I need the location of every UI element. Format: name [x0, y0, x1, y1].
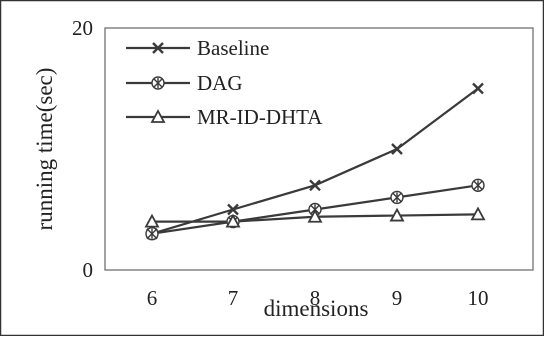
- x-tick-label: 10: [468, 286, 489, 310]
- x-tick-label: 7: [228, 286, 239, 310]
- legend-label: DAG: [197, 71, 243, 95]
- y-tick-label: 0: [83, 258, 94, 282]
- plot-area: [104, 27, 534, 271]
- point-0-4: [472, 82, 484, 95]
- x-tick-label: 8: [310, 286, 321, 310]
- legend-entry: MR-ID-DHTA: [126, 105, 323, 129]
- y-tick-label: 20: [72, 16, 93, 40]
- point-0-2: [309, 179, 321, 192]
- legend: Baseline DAG MR-ID-DHTA: [126, 36, 323, 129]
- point-1-0: [145, 226, 159, 241]
- legend-label: MR-ID-DHTA: [197, 105, 323, 129]
- y-axis-title: running time(sec): [32, 68, 57, 231]
- point-1-3: [390, 190, 404, 205]
- point-2-2: [307, 208, 323, 223]
- x-axis-title: dimensions: [264, 296, 369, 321]
- point-0-3: [391, 143, 403, 155]
- legend-marker: [150, 109, 166, 123]
- legend-entry: DAG: [126, 71, 243, 95]
- x-tick-label: 6: [147, 286, 158, 310]
- point-0-1: [227, 203, 239, 216]
- point-2-3: [389, 207, 405, 222]
- point-2-4: [470, 206, 486, 221]
- point-2-1: [225, 213, 241, 228]
- legend-label: Baseline: [197, 36, 269, 60]
- axis-ticks: 6 7 8 9 10 0 20: [72, 16, 489, 310]
- series-markers: [144, 82, 486, 241]
- legend-entry: Baseline: [126, 36, 269, 60]
- point-2-0: [144, 213, 160, 228]
- point-1-4: [471, 178, 485, 193]
- x-tick-label: 9: [392, 286, 403, 310]
- legend-marker: [152, 42, 164, 54]
- legend-marker: [151, 76, 165, 90]
